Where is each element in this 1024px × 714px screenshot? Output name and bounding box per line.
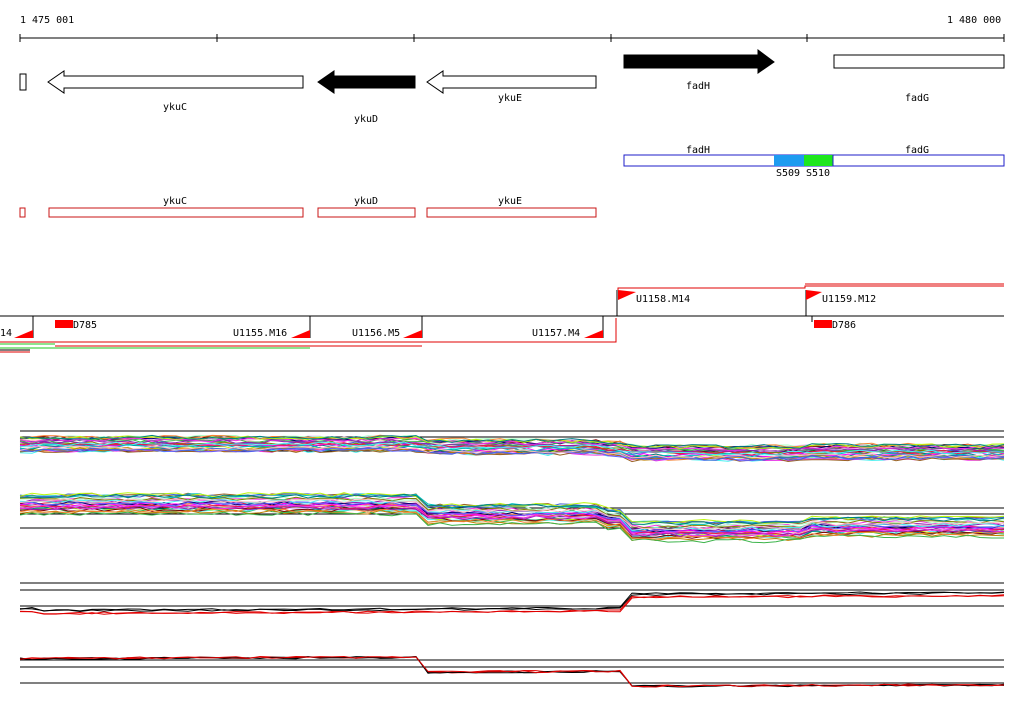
gene-ykuE-label: ykuE	[498, 93, 522, 104]
promoter-D785-label: D785	[73, 320, 97, 331]
gene-fadH-arrow[interactable]	[623, 49, 775, 74]
segment-fadG-label: fadG	[905, 145, 929, 156]
gene-fragment[interactable]	[19, 73, 27, 91]
expression-profile-line	[19, 594, 1005, 615]
expression-profile-line	[19, 594, 1005, 615]
segment-S510-label: S510	[806, 168, 830, 179]
segment-fadH-label: fadH	[686, 145, 710, 156]
promoter-U1156-label: U1156.M5	[352, 328, 400, 339]
expression-profile-line	[19, 504, 1005, 537]
expression-profile-line	[19, 493, 1005, 526]
promoter-D785-block[interactable]	[55, 320, 73, 328]
expression-profile-line	[19, 591, 1005, 612]
expression-profile-line	[19, 434, 1005, 449]
expression-profile-line	[19, 437, 1005, 451]
gene-ykuC-arrow[interactable]	[47, 70, 304, 94]
expression-profile-line	[19, 445, 1005, 459]
expression-profile-line	[19, 498, 1005, 530]
promoter-D786-block[interactable]	[814, 320, 832, 328]
promoter-U1158-flag[interactable]	[618, 290, 636, 300]
expression-profile-line	[19, 501, 1005, 534]
position-ruler: 1 475 001 1 480 000	[19, 15, 1005, 42]
expression-profile-line	[19, 511, 1004, 544]
promoter-U1158-label: U1158.M14	[636, 294, 690, 305]
expression-profile-line	[19, 508, 1005, 540]
expression-profile-line	[19, 441, 1005, 456]
promoter-U1157-label: U1157.M4	[532, 328, 580, 339]
expression-track-2	[19, 492, 1005, 544]
tu-lower-red	[0, 318, 617, 343]
promoter-U1159-flag[interactable]	[806, 290, 822, 300]
expression-profile-line	[19, 592, 1005, 613]
ruler-start-label: 1 475 001	[20, 15, 74, 26]
transcript-ykuC[interactable]	[48, 207, 304, 218]
promoter-14-label: 14	[0, 328, 12, 339]
expression-profile-line	[19, 439, 1005, 454]
expression-profile-line	[19, 441, 1005, 455]
promoter-D786-label: D786	[832, 320, 856, 331]
gene-ykuC-label: ykuC	[163, 102, 187, 113]
transcript-track: ykuC ykuD ykuE	[19, 196, 597, 218]
promoter-track: 14 D785 U1155.M16 U1156.M5 U1157.M4 U115…	[0, 283, 1004, 353]
expression-track-4	[19, 655, 1005, 688]
promoter-U1157-flag[interactable]	[584, 330, 603, 338]
promoter-U1155-flag[interactable]	[291, 330, 310, 338]
gene-ykuD-arrow[interactable]	[317, 70, 416, 94]
segment-S509-block[interactable]	[774, 155, 804, 166]
expression-profile-line	[19, 504, 1005, 537]
ruler-end-label: 1 480 000	[947, 15, 1001, 26]
gene-ykuE-arrow[interactable]	[426, 70, 597, 94]
gene-ykuD-label: ykuD	[354, 114, 378, 125]
segment-track: fadH fadG S509 S510	[623, 145, 1005, 179]
expression-profile-line	[19, 655, 1005, 688]
promoter-U1155-label: U1155.M16	[233, 328, 287, 339]
gene-fadG-label: fadG	[905, 93, 929, 104]
expression-track-3	[19, 582, 1005, 615]
transcript-ykuC-label: ykuC	[163, 196, 187, 207]
transcript-ykuD[interactable]	[317, 207, 416, 218]
gene-fadH-label: fadH	[686, 81, 710, 92]
segment-S510-block[interactable]	[804, 155, 833, 166]
tu-upper-red	[617, 285, 1004, 290]
segment-S509-label: S509	[776, 168, 800, 179]
expression-profile-line	[19, 441, 1005, 456]
transcript-ykuE[interactable]	[426, 207, 597, 218]
transcript-fragment[interactable]	[19, 207, 26, 218]
gene-fadG-box[interactable]	[833, 54, 1005, 69]
expression-profile-line	[19, 492, 1005, 524]
promoter-U1159-label: U1159.M12	[822, 294, 876, 305]
promoter-U1156-flag[interactable]	[403, 330, 422, 338]
expression-track-1	[19, 430, 1005, 463]
transcript-ykuD-label: ykuD	[354, 196, 378, 207]
promoter-14-flag[interactable]	[14, 330, 33, 338]
transcript-ykuE-label: ykuE	[498, 196, 522, 207]
expression-profile-line	[19, 446, 1005, 461]
gene-track: ykuC ykuD ykuE fadH fadG	[19, 49, 1005, 125]
